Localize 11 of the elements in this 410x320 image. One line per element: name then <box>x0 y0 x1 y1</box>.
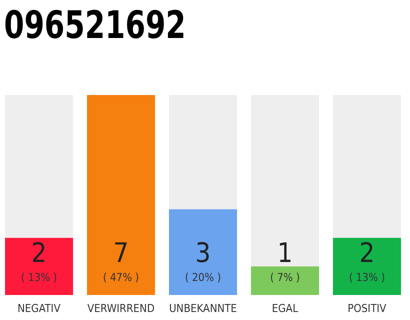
x-tick-label: UNBEKANNTE <box>169 302 237 315</box>
data-label: 2 ( 13% ) <box>348 238 386 284</box>
data-label: 2 ( 13% ) <box>21 238 58 284</box>
x-tick-label: EGAL <box>272 302 299 315</box>
x-tick-label: POSITIV <box>348 302 387 315</box>
x-tick-label: NEGATIV <box>18 302 61 315</box>
data-label: 7 ( 47% ) <box>103 238 140 284</box>
chart-title: 096521692 <box>4 4 186 48</box>
data-label: 1 ( 7% ) <box>270 238 300 284</box>
x-tick-label: VERWIRREND <box>87 302 155 315</box>
data-label: 3 ( 20% ) <box>184 238 222 284</box>
